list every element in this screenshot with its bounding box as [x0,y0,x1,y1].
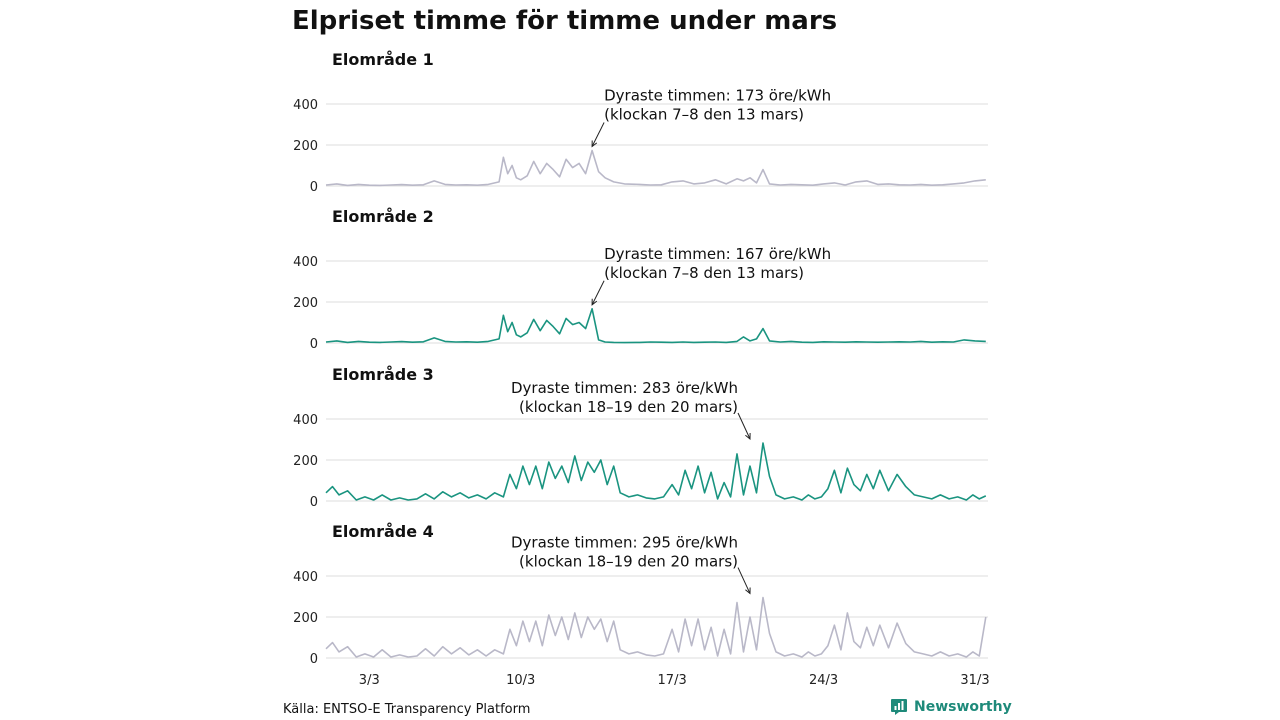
annotation-arrowhead [745,432,751,441]
series-line-1 [325,149,986,187]
panel-title-4: Elområde 4 [332,522,434,541]
y-tick-label: 400 [293,98,318,113]
series-line-2 [325,307,986,344]
brand-logo: Newsworthy [890,698,1012,716]
annotation-line-2: (klockan 7–8 den 13 mars) [604,264,804,282]
newsworthy-logo-icon [891,699,907,715]
y-tick-label: 0 [310,652,318,667]
annotation-arrowhead [745,587,751,595]
annotation-arrow [737,412,751,440]
y-tick-label: 0 [310,180,318,195]
x-tick-label: 10/3 [506,673,535,688]
y-tick-label: 400 [293,570,318,585]
annotation-arrowhead [591,298,598,306]
y-tick-label: 400 [293,413,318,428]
y-tick-label: 0 [310,495,318,510]
annotation-line-2: (klockan 7–8 den 13 mars) [604,106,804,124]
annotation-line-2: (klockan 18–19 den 20 mars) [519,398,738,416]
x-tick-label: 24/3 [809,673,838,688]
y-tick-label: 200 [293,611,318,626]
x-tick-label: 31/3 [960,673,989,688]
panel-title-1: Elområde 1 [332,50,434,69]
annotation-arrowhead [591,140,598,148]
y-tick-label: 200 [293,296,318,311]
series-line-3 [325,442,987,501]
annotation-arrow [737,567,751,594]
x-tick-label: 17/3 [658,673,687,688]
page-title: Elpriset timme för timme under mars [292,6,838,36]
panel-title-2: Elområde 2 [332,207,434,226]
series-line-4 [325,596,987,658]
annotation-arrow [591,122,605,147]
brand-name: Newsworthy [914,699,1012,715]
source-note: Källa: ENTSO-E Transparency Platform [283,702,531,717]
annotation-line-1: Dyraste timmen: 283 öre/kWh [511,379,738,397]
y-tick-label: 200 [293,454,318,469]
annotation-line-2: (klockan 18–19 den 20 mars) [519,553,738,571]
annotation-line-1: Dyraste timmen: 173 öre/kWh [604,87,831,105]
annotation-arrow [591,280,605,305]
y-tick-label: 400 [293,255,318,270]
y-tick-label: 0 [310,337,318,352]
panel-title-3: Elområde 3 [332,365,434,384]
annotation-line-1: Dyraste timmen: 295 öre/kWh [511,534,738,552]
y-tick-label: 200 [293,139,318,154]
annotation-line-1: Dyraste timmen: 167 öre/kWh [604,245,831,263]
x-tick-label: 3/3 [359,673,380,688]
